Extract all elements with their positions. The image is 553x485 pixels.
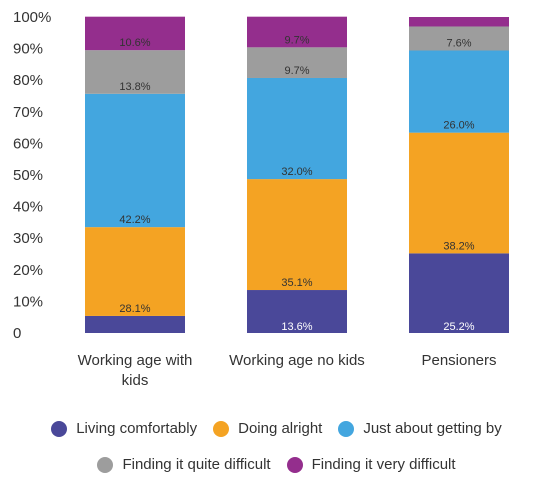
y-tick-label: 20% (13, 262, 43, 279)
bar-segment (409, 50, 509, 133)
bar-segment (85, 50, 185, 94)
data-label: 42.2% (119, 214, 150, 226)
legend-label-finding-it-very-difficult: Finding it very difficult (311, 456, 456, 473)
data-label: 10.6% (119, 37, 150, 49)
y-tick-label: 0 (13, 325, 21, 342)
legend-swatch-finding-it-quite-difficult (97, 456, 114, 473)
legend-item-doing-alright: Doing alright (213, 420, 322, 437)
legend-label-just-about-getting-by: Just about getting by (363, 420, 502, 437)
legend-row-1: Living comfortably Doing alright Just ab… (0, 420, 553, 437)
data-label: 9.7% (284, 65, 309, 77)
data-label: 25.2% (443, 321, 474, 333)
y-tick-label: 30% (13, 230, 43, 247)
category-label: Working age with (78, 352, 193, 369)
data-label: 38.2% (443, 240, 474, 252)
legend-label-finding-it-quite-difficult: Finding it quite difficult (122, 456, 271, 473)
y-tick-label: 10% (13, 293, 43, 310)
legend-item-finding-it-very-difficult: Finding it very difficult (286, 456, 456, 473)
stacked-bar-chart: 0 10% 20% 30% 40% 50% 60% 70% 80% 90% 100% 28.1% 42.… (13, 9, 509, 389)
legend-item-just-about-getting-by: Just about getting by (338, 420, 502, 437)
bar-segment (85, 16, 185, 51)
legend-label-doing-alright: Doing alright (238, 420, 323, 437)
category-label: Working age no kids (229, 352, 365, 369)
bar-segment (409, 26, 509, 51)
bar-segment (247, 16, 347, 48)
legend-swatch-just-about-getting-by (338, 420, 355, 437)
data-label: 13.6% (281, 321, 312, 333)
category-label: kids (122, 372, 149, 389)
bar-segment (85, 93, 185, 228)
y-tick-label: 100% (13, 9, 51, 26)
bar-segment (247, 290, 347, 333)
bar-segment (85, 227, 185, 316)
legend-swatch-doing-alright (213, 420, 230, 437)
bar-segment (247, 47, 347, 78)
bar-segment (85, 315, 185, 333)
y-tick-label: 40% (13, 199, 43, 216)
data-label: 35.1% (281, 277, 312, 289)
data-label: 28.1% (119, 303, 150, 315)
bar-segment (247, 77, 347, 180)
category-label: Pensioners (421, 352, 496, 369)
legend-item-living-comfortably: Living comfortably (51, 420, 197, 437)
y-tick-label: 80% (13, 72, 43, 89)
legend-label-living-comfortably: Living comfortably (76, 420, 198, 437)
legend-item-finding-it-quite-difficult: Finding it quite difficult (97, 456, 271, 473)
y-tick-label: 70% (13, 104, 43, 121)
bar-segment (247, 179, 347, 291)
data-label: 26.0% (443, 120, 474, 132)
bar-segment (409, 132, 509, 254)
y-tick-label: 90% (13, 41, 43, 58)
data-label: 7.6% (446, 37, 471, 49)
data-label: 9.7% (284, 34, 309, 46)
bar-segment (409, 17, 509, 27)
data-label: 13.8% (119, 81, 150, 93)
y-tick-label: 50% (13, 167, 43, 184)
bar-segment (409, 253, 509, 333)
data-label: 32.0% (281, 166, 312, 178)
legend-swatch-living-comfortably (51, 420, 68, 437)
legend-swatch-finding-it-very-difficult (286, 456, 303, 473)
y-tick-label: 60% (13, 135, 43, 152)
legend-row-2: Finding it quite difficult Finding it ve… (0, 456, 553, 473)
